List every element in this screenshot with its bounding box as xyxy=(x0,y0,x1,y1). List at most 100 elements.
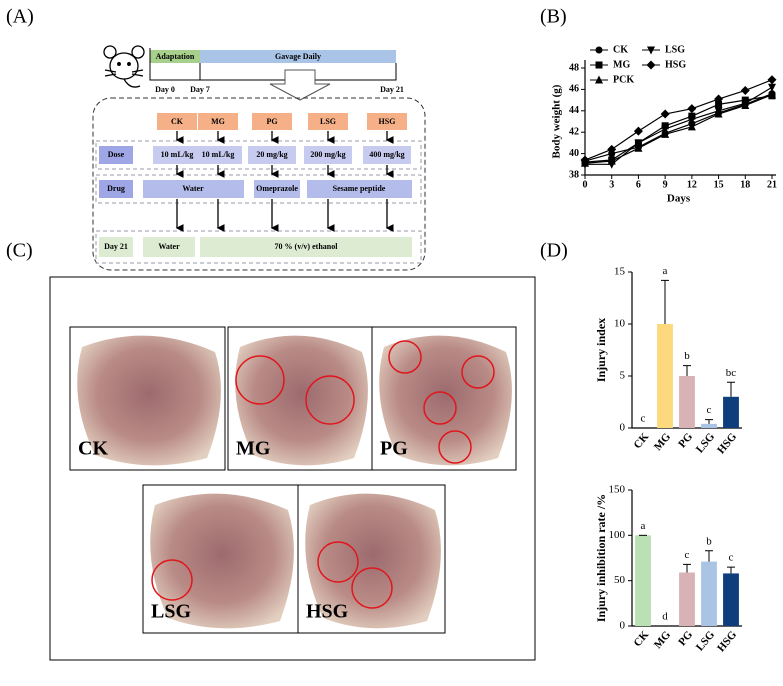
bar xyxy=(679,376,695,428)
y-tick-label: 40 xyxy=(569,148,579,159)
x-tick-label: MG xyxy=(652,431,674,454)
marker xyxy=(634,143,643,152)
row-label: Dose xyxy=(108,150,125,159)
x-tick-label: 9 xyxy=(663,179,668,190)
x-tick-label: HSG xyxy=(715,431,739,457)
x-tick-label: CK xyxy=(631,431,651,452)
marker xyxy=(607,144,617,154)
panel-label: (A) xyxy=(6,6,34,28)
significance-letter: d xyxy=(662,611,668,623)
group-label: PG xyxy=(266,117,277,126)
day-label: Day 0 xyxy=(155,85,175,94)
lesion-circle xyxy=(235,355,285,405)
significance-letter: a xyxy=(663,265,668,277)
marker xyxy=(595,46,603,54)
bar xyxy=(701,423,717,428)
marker xyxy=(767,75,777,85)
marker xyxy=(768,90,776,99)
group-box xyxy=(252,113,292,130)
y-tick-label: 100 xyxy=(609,529,626,541)
dose-label: 10 mL/kg xyxy=(202,150,235,159)
tissue xyxy=(379,335,512,466)
x-tick-label: 3 xyxy=(609,179,614,190)
bar xyxy=(701,561,717,626)
group-label: CK xyxy=(171,117,184,126)
lesion-circle xyxy=(423,391,457,425)
group-label: HSG xyxy=(379,117,396,126)
dose-label: 400 mg/kg xyxy=(369,150,404,159)
y-axis-label: Injury inhibition rate /% xyxy=(594,494,608,622)
legend-label: MG xyxy=(613,59,630,70)
x-tick-label: PG xyxy=(676,629,695,649)
tissue xyxy=(235,335,368,466)
group-label: MG xyxy=(211,117,225,126)
bar xyxy=(657,324,673,428)
error-bar xyxy=(727,566,735,574)
drug-label: Sesame peptide xyxy=(333,184,386,193)
photo-label: PG xyxy=(380,438,408,460)
error-bar xyxy=(683,365,691,376)
x-tick-label: 15 xyxy=(714,179,724,190)
group-label: LSG xyxy=(320,117,336,126)
significance-letter: c xyxy=(729,552,734,564)
lesion-circle xyxy=(151,559,193,601)
x-tick-label: 18 xyxy=(740,179,750,190)
marker xyxy=(595,75,603,84)
lesion-circle xyxy=(438,430,472,464)
error-bar xyxy=(661,279,669,324)
marker xyxy=(741,99,750,108)
y-tick-label: 150 xyxy=(609,484,626,496)
y-tick-label: 50 xyxy=(614,574,626,586)
x-tick-label: HSG xyxy=(715,629,739,655)
row-label: Drug xyxy=(107,184,125,193)
y-axis-label: Injury index xyxy=(594,318,608,382)
legend-label: CK xyxy=(613,44,628,55)
marker xyxy=(607,160,616,169)
series-line xyxy=(584,93,773,162)
marker xyxy=(687,122,696,131)
y-tick-label: 38 xyxy=(569,169,579,180)
x-tick-label: LSG xyxy=(694,431,718,456)
marker xyxy=(661,129,670,138)
y-tick-label: 10 xyxy=(614,318,626,330)
group-box xyxy=(198,113,238,130)
photo-label: HSG xyxy=(306,601,349,623)
panel-label: (D) xyxy=(540,240,568,262)
dose-label: 200 mg/kg xyxy=(310,150,345,159)
x-tick-label: 6 xyxy=(636,179,641,190)
legend-label: HSG xyxy=(665,59,686,70)
legend-label: PCK xyxy=(613,74,634,85)
error-bar xyxy=(727,381,735,397)
lesion-circle xyxy=(388,340,422,374)
marker xyxy=(634,139,643,148)
timeline-axis xyxy=(149,48,397,81)
drug-label: Omeprazole xyxy=(256,184,298,193)
photo-label: MG xyxy=(236,438,271,460)
y-tick-label: 5 xyxy=(620,370,626,382)
marker xyxy=(580,155,590,165)
marker xyxy=(581,160,589,169)
x-tick-label: 12 xyxy=(687,179,697,190)
row-label: Day 21 xyxy=(104,242,128,251)
marker xyxy=(647,46,655,55)
adaptation-bar xyxy=(150,50,200,63)
error-bar xyxy=(705,419,713,424)
y-tick-label: 0 xyxy=(620,620,626,632)
marker xyxy=(595,61,603,69)
x-tick-label: PG xyxy=(676,431,695,451)
y-tick-label: 44 xyxy=(569,105,579,116)
photos: CK MG PG LSG HSG xyxy=(69,326,517,634)
photo-frame xyxy=(49,276,536,661)
dose-label: 10 mL/kg xyxy=(161,150,194,159)
lesion-circle xyxy=(305,375,355,425)
photo-label: CK xyxy=(78,438,108,460)
group-box xyxy=(367,113,407,130)
marker xyxy=(661,125,670,134)
day-label: Day 21 xyxy=(380,85,404,94)
big-arrow xyxy=(269,69,331,101)
marker xyxy=(768,83,776,92)
y-tick-label: 15 xyxy=(614,266,626,278)
lesion-circle xyxy=(351,567,393,609)
marker xyxy=(714,94,724,104)
photo-label: LSG xyxy=(151,601,191,623)
